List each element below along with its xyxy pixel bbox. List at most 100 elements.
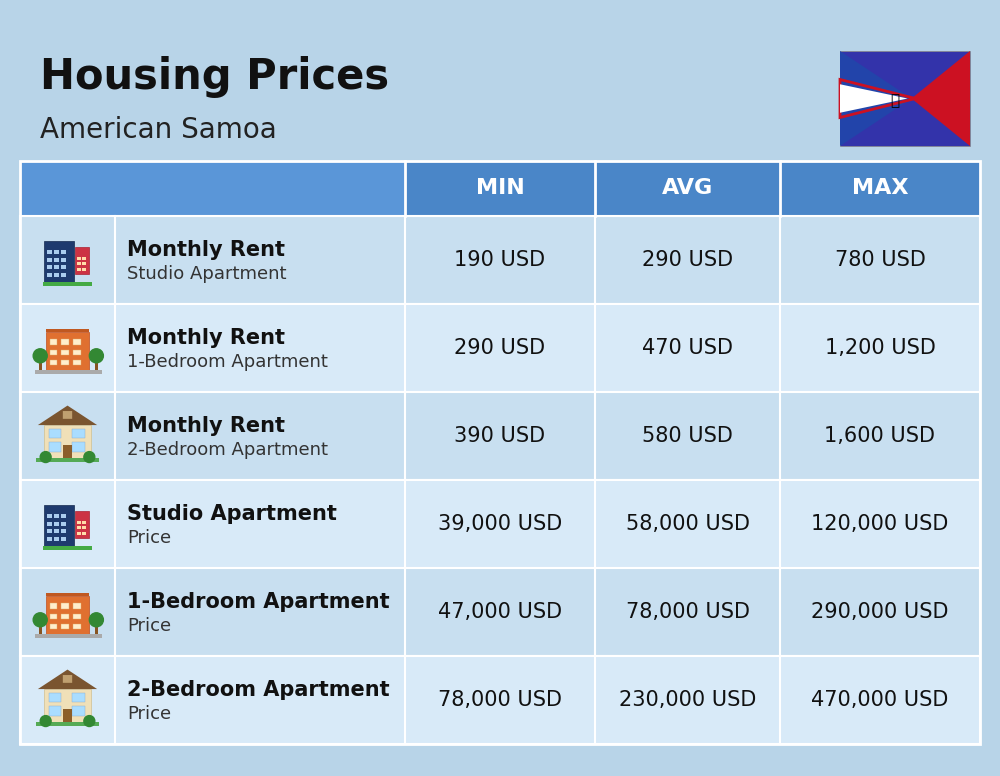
Circle shape [33,348,47,363]
FancyBboxPatch shape [61,360,69,365]
FancyBboxPatch shape [61,265,66,269]
FancyBboxPatch shape [61,624,69,629]
Text: 190 USD: 190 USD [454,250,546,270]
FancyBboxPatch shape [77,257,81,260]
FancyBboxPatch shape [82,521,86,524]
FancyBboxPatch shape [20,216,980,304]
Text: 470,000 USD: 470,000 USD [811,690,949,710]
FancyBboxPatch shape [36,458,99,462]
FancyBboxPatch shape [73,349,81,355]
Text: 390 USD: 390 USD [454,426,546,446]
FancyBboxPatch shape [44,241,74,282]
FancyBboxPatch shape [63,709,72,722]
Circle shape [33,613,47,627]
FancyBboxPatch shape [54,521,59,525]
Polygon shape [38,670,97,689]
FancyBboxPatch shape [44,505,74,546]
FancyBboxPatch shape [61,250,66,254]
FancyBboxPatch shape [72,706,85,715]
Polygon shape [840,51,912,146]
FancyBboxPatch shape [72,442,85,452]
Text: 120,000 USD: 120,000 USD [811,514,949,534]
Text: Monthly Rent: Monthly Rent [127,416,285,436]
Circle shape [40,452,51,462]
Text: 290 USD: 290 USD [642,250,733,270]
Text: Price: Price [127,529,171,547]
FancyBboxPatch shape [44,425,91,458]
FancyBboxPatch shape [77,532,81,535]
FancyBboxPatch shape [39,625,42,634]
Circle shape [84,715,95,726]
FancyBboxPatch shape [77,526,81,529]
Text: 1,600 USD: 1,600 USD [824,426,936,446]
FancyBboxPatch shape [63,411,72,419]
FancyBboxPatch shape [47,537,52,541]
FancyBboxPatch shape [47,529,52,533]
FancyBboxPatch shape [95,361,98,370]
FancyBboxPatch shape [20,392,980,480]
FancyBboxPatch shape [20,161,980,216]
FancyBboxPatch shape [61,514,66,518]
Text: 78,000 USD: 78,000 USD [626,602,750,622]
FancyBboxPatch shape [46,332,89,370]
Text: 2-Bedroom Apartment: 2-Bedroom Apartment [127,680,390,700]
FancyBboxPatch shape [20,161,405,216]
FancyBboxPatch shape [20,568,980,656]
FancyBboxPatch shape [20,480,980,568]
Circle shape [89,348,103,363]
Text: American Samoa: American Samoa [40,116,277,144]
FancyBboxPatch shape [43,546,92,549]
FancyBboxPatch shape [46,593,89,597]
FancyBboxPatch shape [61,349,69,355]
Text: Price: Price [127,705,171,723]
Text: 2-Bedroom Apartment: 2-Bedroom Apartment [127,441,328,459]
Text: 47,000 USD: 47,000 USD [438,602,562,622]
Text: Studio Apartment: Studio Apartment [127,265,287,283]
FancyBboxPatch shape [50,360,57,365]
FancyBboxPatch shape [95,625,98,634]
Text: 39,000 USD: 39,000 USD [438,514,562,534]
FancyBboxPatch shape [50,339,57,345]
FancyBboxPatch shape [50,614,57,619]
FancyBboxPatch shape [20,656,980,744]
FancyBboxPatch shape [39,361,42,370]
FancyBboxPatch shape [82,257,86,260]
FancyBboxPatch shape [54,514,59,518]
FancyBboxPatch shape [61,529,66,533]
Text: AVG: AVG [662,178,713,199]
FancyBboxPatch shape [61,614,69,619]
FancyBboxPatch shape [47,250,52,254]
FancyBboxPatch shape [35,370,102,374]
FancyBboxPatch shape [20,304,980,392]
Circle shape [84,452,95,462]
FancyBboxPatch shape [47,273,52,277]
FancyBboxPatch shape [73,339,81,345]
FancyBboxPatch shape [47,514,52,518]
FancyBboxPatch shape [61,339,69,345]
FancyBboxPatch shape [73,360,81,365]
FancyBboxPatch shape [82,268,86,271]
FancyBboxPatch shape [49,693,61,702]
FancyBboxPatch shape [63,445,72,458]
FancyBboxPatch shape [47,265,52,269]
FancyBboxPatch shape [36,722,99,726]
FancyBboxPatch shape [44,689,91,722]
FancyBboxPatch shape [61,273,66,277]
FancyBboxPatch shape [35,634,102,638]
Text: MIN: MIN [476,178,524,199]
FancyBboxPatch shape [82,262,86,265]
FancyBboxPatch shape [49,429,61,438]
FancyBboxPatch shape [54,273,59,277]
Circle shape [40,715,51,726]
FancyBboxPatch shape [77,262,81,265]
FancyBboxPatch shape [47,521,52,525]
FancyBboxPatch shape [61,521,66,525]
Text: Monthly Rent: Monthly Rent [127,328,285,348]
Text: MAX: MAX [852,178,908,199]
FancyBboxPatch shape [54,265,59,269]
Text: Studio Apartment: Studio Apartment [127,504,337,524]
FancyBboxPatch shape [50,624,57,629]
Text: 1-Bedroom Apartment: 1-Bedroom Apartment [127,592,390,612]
FancyBboxPatch shape [46,328,89,332]
FancyBboxPatch shape [61,537,66,541]
